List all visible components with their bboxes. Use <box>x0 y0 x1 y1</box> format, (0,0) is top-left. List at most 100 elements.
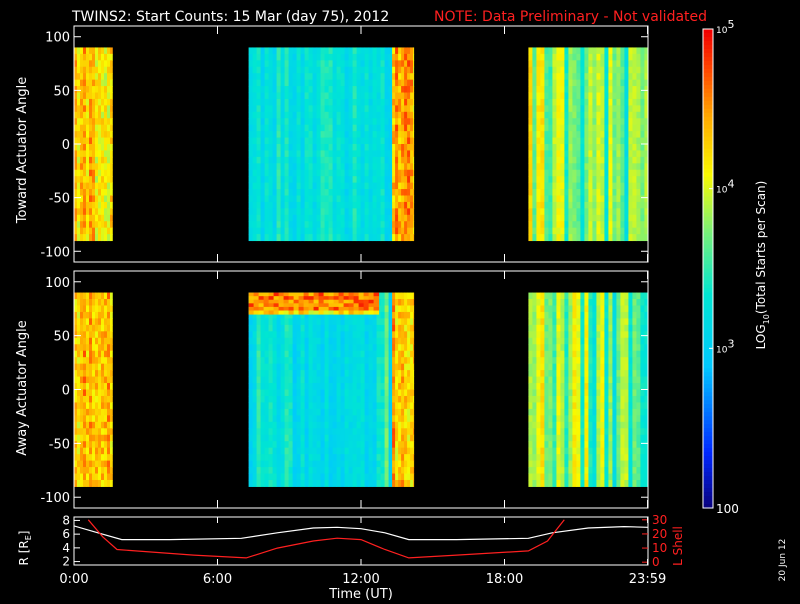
away-cell-s2 <box>404 351 408 358</box>
toward-cell-s3 <box>556 99 561 106</box>
away-cell-s1 <box>389 344 393 351</box>
toward-cell-s0 <box>77 60 81 67</box>
away-cell-s1 <box>301 415 306 422</box>
away-cell-s0 <box>89 370 93 377</box>
away-cell-s1 <box>389 364 393 371</box>
toward-cell-s1 <box>357 163 362 170</box>
away-cell-s1 <box>313 448 318 455</box>
toward-cell-s1 <box>353 54 358 61</box>
away-cell-s1 <box>365 474 370 481</box>
away-cell-s3 <box>572 454 577 461</box>
toward-cell-s3 <box>576 195 581 202</box>
toward-cell-s1 <box>317 80 322 87</box>
away-cell-s1 <box>273 448 278 455</box>
toward-cell-s0 <box>101 228 105 235</box>
away-cell-s1 <box>317 383 322 390</box>
toward-cell-s3 <box>592 67 597 74</box>
away-cell-s1 <box>257 325 262 332</box>
away-cell-s0 <box>95 409 99 416</box>
away-cell-s1 <box>261 331 266 338</box>
away-cell-s1 <box>281 331 286 338</box>
away-cell-s1 <box>365 435 370 442</box>
away-cell-s2 <box>404 435 408 442</box>
away-cell-s3 <box>608 344 613 351</box>
toward-cell-s1 <box>305 60 310 67</box>
toward-cell-s1 <box>381 73 386 80</box>
toward-cell-s3 <box>540 138 545 145</box>
away-cell-s3 <box>536 402 541 409</box>
away-cell-s0 <box>77 293 81 300</box>
toward-cell-s0 <box>74 60 78 67</box>
toward-cell-s1 <box>369 170 374 177</box>
away-cell-s1 <box>385 370 390 377</box>
away-cell-s2 <box>410 396 414 403</box>
toward-cell-s0 <box>98 195 102 202</box>
away-cell-s0 <box>77 461 81 468</box>
toward-cell-s0 <box>101 163 105 170</box>
toward-cell-s0 <box>104 208 108 215</box>
toward-cell-s0 <box>110 228 113 235</box>
away-cell-s3 <box>564 390 569 397</box>
away-cell-s2 <box>398 305 402 312</box>
away-cell-s1 <box>333 338 338 345</box>
away-cell-s0 <box>74 402 78 409</box>
away-cell-s0 <box>110 415 113 422</box>
toward-cell-s3 <box>628 202 633 209</box>
toward-cell-s3 <box>576 112 581 119</box>
away-cell-s0 <box>74 338 78 345</box>
away-cell-s3 <box>568 428 573 435</box>
away-cell-s2 <box>404 474 408 481</box>
toward-cell-s3 <box>528 125 533 132</box>
toward-cell-s3 <box>632 60 637 67</box>
away-cell-s3 <box>604 370 609 377</box>
toward-cell-s3 <box>616 125 621 132</box>
away-cell-s0 <box>92 467 96 474</box>
toward-cell-s0 <box>89 54 93 61</box>
toward-cell-s3 <box>604 99 609 106</box>
away-cell-s3 <box>540 325 545 332</box>
toward-cell-s0 <box>92 67 96 74</box>
toward-cell-s3 <box>592 118 597 125</box>
away-cell-s1 <box>313 338 318 345</box>
away-cell-s2 <box>395 312 399 319</box>
toward-cell-s1 <box>281 157 286 164</box>
toward-cell-s0 <box>74 176 78 183</box>
toward-cell-s1 <box>337 228 342 235</box>
away-cell-s1 <box>369 351 374 358</box>
toward-cell-s2 <box>410 131 414 138</box>
toward-cell-s1 <box>381 118 386 125</box>
toward-cell-s1 <box>333 221 338 228</box>
away-cell-s0 <box>74 415 78 422</box>
away-cell-s2 <box>407 480 411 487</box>
toward-cell-s0 <box>101 221 105 228</box>
away-cell-s1 <box>369 402 374 409</box>
toward-cell-s1 <box>361 47 366 54</box>
toward-cell-s3 <box>580 183 585 190</box>
away-cell-s0 <box>101 428 105 435</box>
toward-cell-s1 <box>381 234 386 241</box>
away-cell-s3 <box>592 448 597 455</box>
away-cell-s0 <box>89 435 93 442</box>
away-cell-s3 <box>532 318 537 325</box>
away-cell-s2 <box>410 293 414 300</box>
away-cell-s1 <box>277 441 282 448</box>
away-cell-s1 <box>301 331 306 338</box>
toward-cell-s1 <box>381 176 386 183</box>
toward-cell-s1 <box>341 150 346 157</box>
toward-cell-s1 <box>353 144 358 151</box>
away-cell-s1 <box>389 428 393 435</box>
away-cell-s1 <box>289 383 294 390</box>
away-cell-s3 <box>608 383 613 390</box>
toward-cell-s1 <box>321 47 326 54</box>
away-cell-s0 <box>110 312 113 319</box>
toward-cell-s1 <box>337 234 342 241</box>
toward-cell-s0 <box>98 163 102 170</box>
away-cell-s3 <box>576 351 581 358</box>
away-cell-s3 <box>564 461 569 468</box>
toward-cell-s1 <box>269 60 274 67</box>
away-cell-s3 <box>540 441 545 448</box>
away-cell-s0 <box>95 331 99 338</box>
toward-cell-s1 <box>305 118 310 125</box>
toward-cell-s3 <box>536 99 541 106</box>
away-cell-s1 <box>249 325 254 332</box>
